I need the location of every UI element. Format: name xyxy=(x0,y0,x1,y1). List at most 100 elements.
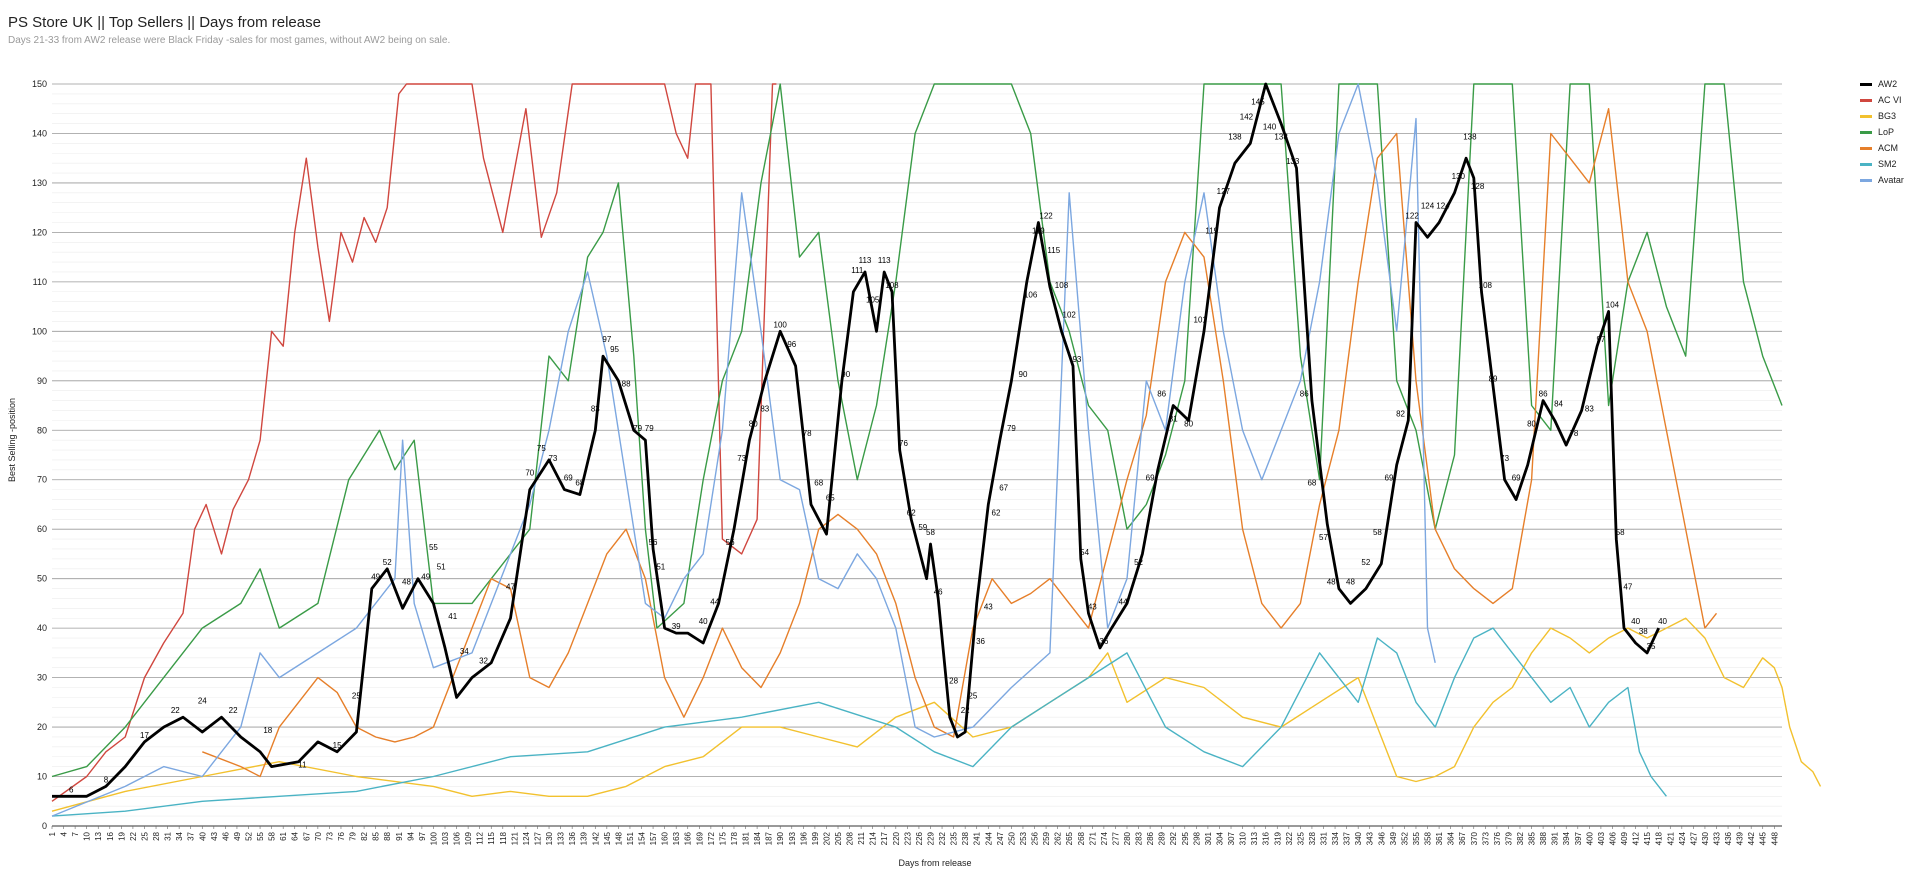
legend-swatch xyxy=(1860,130,1872,134)
x-tick-label: 382 xyxy=(1516,831,1525,845)
x-tick-label: 193 xyxy=(788,831,797,845)
x-tick-label: 424 xyxy=(1678,831,1687,845)
x-tick-label: 283 xyxy=(1135,831,1144,845)
x-tick-label: 97 xyxy=(418,831,427,840)
data-label: 73 xyxy=(1500,454,1509,463)
x-tick-label: 10 xyxy=(83,831,92,840)
data-label: 15 xyxy=(333,741,342,750)
data-label: 130 xyxy=(1452,172,1466,181)
x-tick-label: 88 xyxy=(383,831,392,840)
x-tick-label: 121 xyxy=(510,831,519,845)
x-tick-label: 127 xyxy=(533,831,542,845)
x-tick-label: 256 xyxy=(1031,831,1040,845)
y-tick-label: 30 xyxy=(37,673,47,683)
data-label: 58 xyxy=(1616,528,1625,537)
x-tick-label: 40 xyxy=(198,831,207,840)
x-tick-label: 160 xyxy=(661,831,670,845)
legend-item: SM2 xyxy=(1860,156,1904,172)
data-label: 90 xyxy=(841,370,850,379)
data-label: 96 xyxy=(787,340,796,349)
data-label: 69 xyxy=(1385,474,1394,483)
x-tick-label: 340 xyxy=(1354,831,1363,845)
data-label: 101 xyxy=(1194,315,1208,324)
x-tick-label: 211 xyxy=(857,831,866,844)
data-label: 52 xyxy=(1134,558,1143,567)
x-tick-label: 364 xyxy=(1447,831,1456,845)
data-label: 76 xyxy=(899,439,908,448)
x-tick-label: 274 xyxy=(1100,831,1109,845)
data-label: 25 xyxy=(352,691,361,700)
data-label: 128 xyxy=(1471,182,1485,191)
data-label: 102 xyxy=(1063,310,1077,319)
x-tick-label: 217 xyxy=(880,831,889,845)
data-label: 80 xyxy=(1527,419,1536,428)
data-label: 119 xyxy=(1205,226,1218,235)
x-tick-label: 331 xyxy=(1319,831,1328,845)
x-tick-label: 295 xyxy=(1181,831,1190,845)
data-label: 32 xyxy=(479,657,488,666)
data-label: 51 xyxy=(437,563,446,572)
data-label: 52 xyxy=(1361,558,1370,567)
x-tick-label: 106 xyxy=(453,831,462,845)
legend-swatch xyxy=(1860,162,1872,166)
x-tick-label: 16 xyxy=(106,831,115,840)
x-tick-label: 154 xyxy=(638,831,647,845)
data-label: 62 xyxy=(907,508,916,517)
x-tick-label: 376 xyxy=(1493,831,1502,845)
x-tick-label: 403 xyxy=(1597,831,1606,845)
x-tick-label: 22 xyxy=(129,831,138,840)
x-tick-label: 334 xyxy=(1331,831,1340,845)
x-tick-label: 94 xyxy=(406,831,415,840)
data-label: 43 xyxy=(984,602,993,611)
data-label: 82 xyxy=(1396,409,1405,418)
data-label: 138 xyxy=(1274,132,1288,141)
data-label: 68 xyxy=(1307,479,1316,488)
x-tick-label: 328 xyxy=(1308,831,1317,845)
data-label: 119 xyxy=(1032,226,1045,235)
x-tick-label: 397 xyxy=(1574,831,1583,845)
x-tick-label: 352 xyxy=(1400,831,1409,845)
data-label: 18 xyxy=(263,726,272,735)
data-label: 124 xyxy=(1421,202,1435,211)
x-tick-label: 148 xyxy=(614,831,623,845)
y-tick-label: 60 xyxy=(37,524,47,534)
y-tick-label: 10 xyxy=(37,772,47,782)
data-label: 83 xyxy=(591,404,600,413)
data-label: 55 xyxy=(429,543,438,552)
data-label: 88 xyxy=(622,380,631,389)
x-tick-label: 370 xyxy=(1470,831,1479,845)
data-label: 108 xyxy=(885,281,899,290)
x-tick-label: 235 xyxy=(950,831,959,845)
x-tick-label: 187 xyxy=(765,831,774,845)
data-label: 113 xyxy=(878,256,891,265)
data-label: 28 xyxy=(949,676,958,685)
x-tick-label: 250 xyxy=(1007,831,1016,845)
data-label: 36 xyxy=(1099,637,1108,646)
legend-swatch xyxy=(1860,178,1872,182)
data-label: 75 xyxy=(537,444,546,453)
x-tick-label: 391 xyxy=(1551,831,1560,845)
data-label: 81 xyxy=(1169,414,1178,423)
legend-item: ACM xyxy=(1860,140,1904,156)
data-label: 86 xyxy=(1539,390,1548,399)
x-tick-label: 433 xyxy=(1712,831,1721,845)
y-tick-label: 140 xyxy=(32,128,47,138)
x-tick-label: 73 xyxy=(325,831,334,840)
x-tick-label: 322 xyxy=(1285,831,1294,845)
x-tick-label: 19 xyxy=(117,831,126,840)
data-label: 11 xyxy=(298,761,307,770)
x-tick-label: 439 xyxy=(1736,831,1745,845)
x-tick-label: 133 xyxy=(557,831,566,845)
data-label: 69 xyxy=(1512,474,1521,483)
data-label: 105 xyxy=(866,296,880,305)
data-label: 47 xyxy=(1623,583,1632,592)
x-tick-label: 34 xyxy=(175,831,184,840)
data-label: 24 xyxy=(198,696,207,705)
data-label: 79 xyxy=(1007,424,1016,433)
x-tick-label: 1 xyxy=(48,831,57,836)
data-label: 40 xyxy=(699,617,708,626)
data-label: 122 xyxy=(1405,212,1419,221)
x-tick-label: 4 xyxy=(60,831,69,836)
x-tick-label: 103 xyxy=(441,831,450,845)
data-label: 40 xyxy=(1631,617,1640,626)
